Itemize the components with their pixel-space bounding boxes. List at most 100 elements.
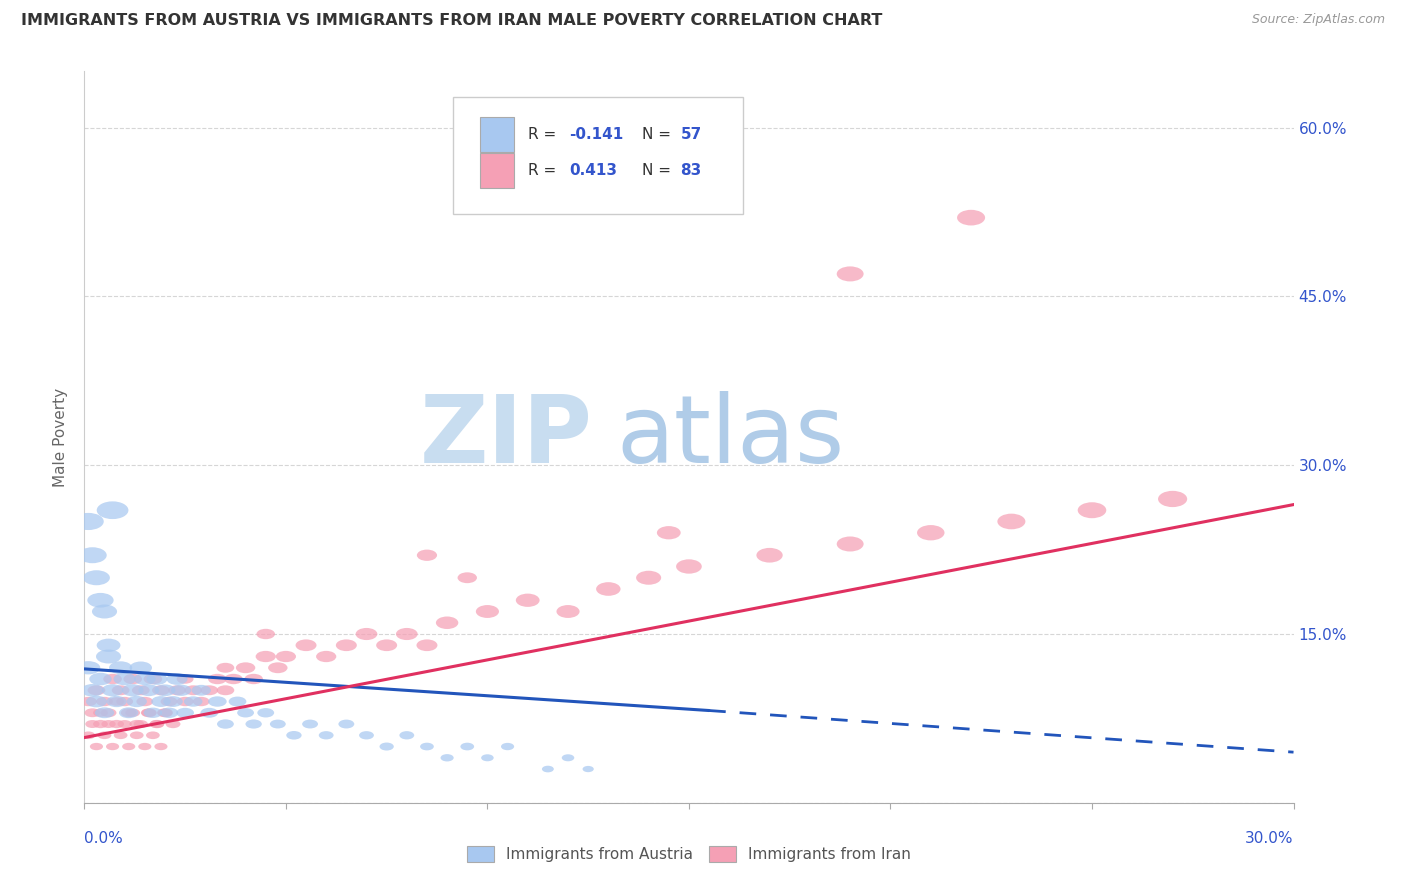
Ellipse shape (256, 629, 276, 640)
Text: Source: ZipAtlas.com: Source: ZipAtlas.com (1251, 13, 1385, 27)
Ellipse shape (208, 697, 226, 706)
Ellipse shape (238, 708, 254, 717)
Ellipse shape (208, 673, 226, 684)
Ellipse shape (191, 685, 211, 696)
Ellipse shape (163, 696, 183, 707)
Ellipse shape (997, 514, 1025, 529)
Text: R =: R = (529, 163, 561, 178)
Ellipse shape (86, 720, 100, 728)
Ellipse shape (76, 661, 100, 674)
Ellipse shape (82, 731, 96, 739)
Ellipse shape (125, 708, 141, 717)
Ellipse shape (101, 708, 117, 717)
Ellipse shape (380, 742, 394, 750)
Ellipse shape (107, 696, 127, 707)
Text: N =: N = (641, 163, 676, 178)
Ellipse shape (89, 673, 111, 685)
Ellipse shape (157, 708, 173, 717)
Ellipse shape (270, 720, 285, 729)
Ellipse shape (157, 708, 173, 717)
Ellipse shape (114, 673, 136, 685)
Ellipse shape (132, 685, 149, 695)
Text: 30.0%: 30.0% (1246, 831, 1294, 846)
Ellipse shape (149, 720, 165, 728)
Ellipse shape (562, 755, 574, 761)
Ellipse shape (541, 765, 554, 772)
Ellipse shape (117, 697, 134, 706)
Ellipse shape (356, 628, 377, 640)
Ellipse shape (176, 708, 194, 718)
Ellipse shape (481, 755, 494, 761)
Ellipse shape (118, 720, 132, 728)
Ellipse shape (111, 685, 129, 695)
Ellipse shape (143, 673, 162, 684)
Ellipse shape (80, 697, 97, 706)
Ellipse shape (96, 697, 112, 706)
Ellipse shape (152, 685, 170, 695)
Ellipse shape (184, 697, 202, 706)
Ellipse shape (460, 743, 474, 750)
Ellipse shape (129, 662, 152, 674)
Ellipse shape (420, 743, 434, 750)
Ellipse shape (110, 661, 132, 674)
Ellipse shape (108, 698, 124, 706)
Ellipse shape (73, 513, 104, 530)
Ellipse shape (201, 685, 218, 695)
Ellipse shape (396, 628, 418, 640)
Ellipse shape (138, 743, 152, 750)
Text: R =: R = (529, 127, 561, 142)
Ellipse shape (676, 559, 702, 574)
Ellipse shape (120, 707, 138, 718)
Ellipse shape (359, 731, 374, 739)
Ellipse shape (97, 639, 121, 652)
Ellipse shape (101, 720, 115, 728)
Ellipse shape (155, 684, 176, 696)
Ellipse shape (229, 697, 246, 706)
Ellipse shape (224, 673, 243, 684)
FancyBboxPatch shape (453, 97, 744, 214)
Ellipse shape (596, 582, 620, 596)
Ellipse shape (917, 525, 945, 541)
Ellipse shape (399, 731, 415, 739)
Ellipse shape (160, 697, 177, 706)
Ellipse shape (295, 640, 316, 651)
Ellipse shape (152, 696, 170, 707)
Text: IMMIGRANTS FROM AUSTRIA VS IMMIGRANTS FROM IRAN MALE POVERTY CORRELATION CHART: IMMIGRANTS FROM AUSTRIA VS IMMIGRANTS FR… (21, 13, 883, 29)
Text: atlas: atlas (616, 391, 845, 483)
Ellipse shape (134, 673, 156, 685)
Ellipse shape (246, 720, 262, 729)
Ellipse shape (84, 708, 100, 717)
Ellipse shape (657, 526, 681, 540)
Ellipse shape (316, 651, 336, 662)
Ellipse shape (269, 663, 288, 673)
Ellipse shape (184, 685, 202, 695)
Ellipse shape (146, 731, 160, 739)
Ellipse shape (475, 605, 499, 618)
Ellipse shape (440, 754, 454, 762)
Ellipse shape (516, 593, 540, 607)
Ellipse shape (129, 720, 145, 728)
Ellipse shape (166, 720, 180, 728)
Text: N =: N = (641, 127, 676, 142)
Ellipse shape (121, 708, 136, 717)
Ellipse shape (93, 720, 108, 728)
Ellipse shape (837, 536, 863, 551)
Ellipse shape (201, 708, 218, 718)
Ellipse shape (319, 731, 333, 739)
Ellipse shape (339, 720, 354, 729)
Ellipse shape (105, 743, 120, 750)
Ellipse shape (756, 548, 783, 563)
Ellipse shape (416, 549, 437, 561)
Y-axis label: Male Poverty: Male Poverty (53, 387, 69, 487)
Ellipse shape (146, 673, 167, 685)
Ellipse shape (136, 697, 153, 706)
Ellipse shape (416, 640, 437, 651)
Ellipse shape (101, 684, 124, 697)
Ellipse shape (90, 743, 103, 750)
Ellipse shape (129, 731, 143, 739)
Ellipse shape (110, 720, 124, 728)
Ellipse shape (837, 267, 863, 281)
Ellipse shape (236, 663, 256, 673)
Text: ZIP: ZIP (419, 391, 592, 483)
Ellipse shape (134, 720, 148, 728)
